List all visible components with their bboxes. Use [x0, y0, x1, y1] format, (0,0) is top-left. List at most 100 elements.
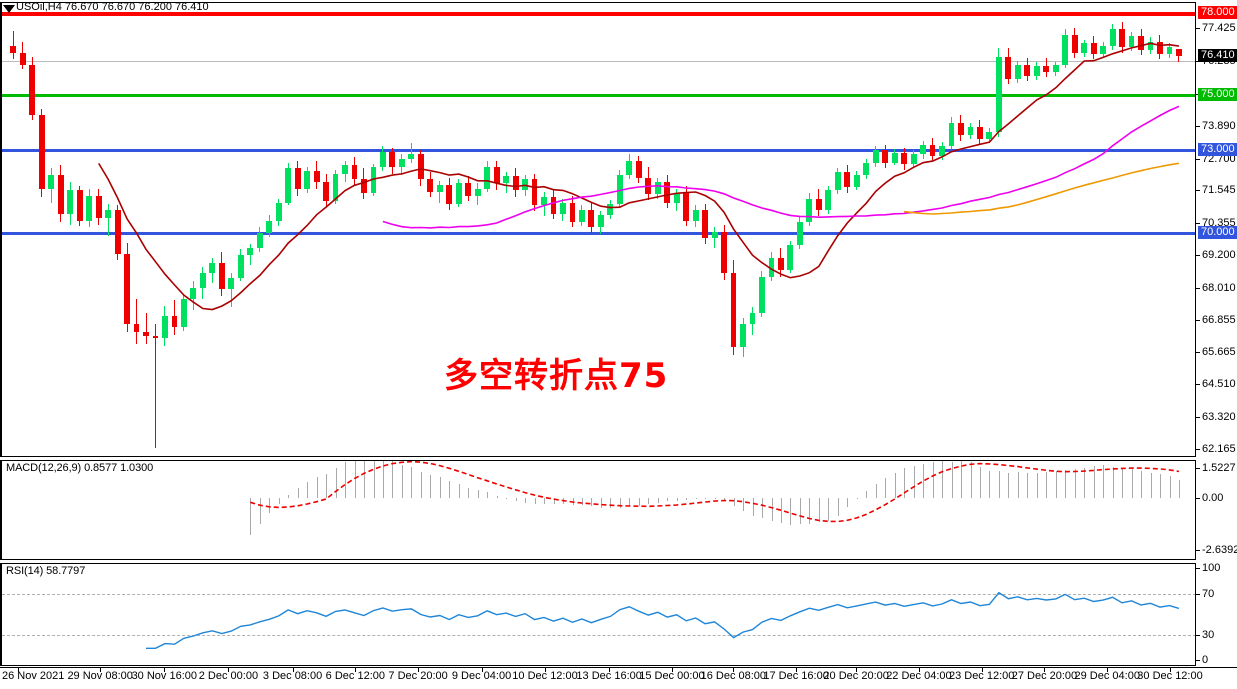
rsi-panel[interactable]: RSI(14) 58.7797 [0, 563, 1196, 666]
candle-body [427, 179, 434, 192]
candle-body [778, 257, 784, 271]
time-axis-tick: 3 Dec 08:00 [262, 670, 323, 682]
candle-body [531, 179, 538, 206]
macd-histogram-bar [487, 492, 489, 499]
candlestick [275, 198, 282, 227]
macd-histogram-bar [534, 498, 536, 504]
candle-body [76, 190, 83, 221]
candlestick [266, 215, 273, 238]
macd-histogram-bar [1084, 467, 1086, 499]
price-axis[interactable]: 77.42576.23575.04573.89072.70071.54570.3… [1196, 2, 1237, 457]
candle-body [721, 231, 728, 273]
candlestick [218, 252, 225, 297]
candle-body [740, 323, 746, 348]
candle-body [247, 248, 254, 255]
candle-wick [230, 272, 232, 308]
macd-histogram-bar [326, 473, 328, 499]
macd-histogram-bar [581, 498, 583, 506]
macd-histogram-bar [544, 498, 545, 504]
candlestick [228, 272, 235, 308]
candlestick [711, 227, 718, 249]
time-axis-tick: 22 Dec 04:00 [886, 670, 952, 682]
candle-body [550, 197, 557, 214]
time-axis-tickmark [918, 668, 920, 672]
candle-body [597, 215, 604, 228]
macd-histogram-bar [866, 490, 868, 499]
macd-histogram-bar [762, 498, 763, 519]
candle-body [986, 132, 993, 140]
price-badge-last-price[interactable]: 76.410 [1198, 49, 1237, 63]
macd-histogram-bar [477, 489, 479, 499]
candlestick [683, 186, 690, 227]
candlestick [759, 271, 765, 317]
price-badge-support-73[interactable]: 73.000 [1198, 143, 1237, 157]
macd-histogram-bar [695, 498, 697, 500]
candlestick [162, 305, 168, 346]
macd-histogram-bar [998, 471, 1000, 499]
candlestick [1043, 58, 1050, 78]
rsi-band-70 [2, 594, 1195, 596]
candle-body [853, 175, 860, 188]
candle-body [133, 323, 140, 333]
candle-body [408, 154, 415, 159]
candlestick [408, 143, 415, 163]
candle-body [635, 161, 642, 178]
macd-panel[interactable]: MACD(12,26,9) 0.8577 1.0300 [0, 460, 1196, 560]
macd-axis-tick: 1.5227 [1196, 462, 1236, 474]
candlestick [977, 120, 983, 145]
candlestick [597, 210, 604, 235]
candlestick [285, 162, 292, 206]
candle-body [285, 168, 292, 203]
time-axis[interactable]: 26 Nov 2021 29 Nov 08:00 30 Nov 16:00 2 Dec… [0, 667, 1237, 689]
candle-body [1090, 42, 1097, 54]
macd-histogram-bar [619, 498, 621, 509]
candle-body [237, 254, 244, 279]
candle-body [1119, 29, 1126, 48]
candlestick [503, 172, 510, 193]
macd-histogram-bar [496, 496, 498, 499]
macd-histogram-bar [724, 498, 726, 501]
time-axis-tick: 15 Dec 00:00 [639, 670, 705, 682]
price-badge-support-70[interactable]: 70.000 [1198, 225, 1237, 239]
candlestick [493, 161, 500, 191]
time-axis-tick: 17 Dec 16:00 [763, 670, 829, 682]
candlestick [465, 176, 472, 202]
time-axis-tick: 7 Dec 20:00 [388, 670, 448, 682]
price-axis-tick: 68.010 [1196, 282, 1236, 294]
macd-histogram-bar [335, 467, 337, 499]
rsi-band-30 [2, 634, 1195, 636]
macd-histogram-bar [771, 498, 773, 521]
macd-histogram-bar [885, 478, 887, 499]
candle-body [692, 209, 699, 221]
candle-body [143, 332, 149, 337]
candle-body [38, 114, 45, 189]
price-plot-area[interactable] [2, 3, 1195, 456]
candlestick [1005, 48, 1012, 85]
macd-plot-area[interactable] [2, 461, 1195, 559]
candlestick [76, 186, 83, 227]
candlestick [1071, 27, 1078, 59]
candlestick [768, 252, 775, 282]
candlestick [995, 48, 1002, 137]
candle-body [114, 209, 121, 254]
rsi-axis-tick: 100 [1196, 562, 1220, 574]
candle-body [1128, 36, 1135, 48]
macd-histogram-bar [458, 484, 460, 499]
time-axis-tickmark [292, 668, 294, 672]
candle-body [86, 195, 93, 221]
macd-axis[interactable]: 1.5227 0.00 -2.6392 [1196, 460, 1237, 560]
candlestick [143, 312, 149, 345]
candlestick [512, 168, 519, 198]
price-badge-resistance-78[interactable]: 78.000 [1198, 5, 1237, 19]
price-badge-pivot-75[interactable]: 75.000 [1198, 88, 1237, 102]
time-axis-tickmark [671, 668, 673, 672]
macd-axis-tick: 0.00 [1196, 492, 1223, 504]
price-chart-panel[interactable] [0, 2, 1196, 457]
rsi-plot-area[interactable] [2, 564, 1195, 665]
macd-label: MACD(12,26,9) 0.8577 1.0300 [6, 462, 154, 474]
candlestick [181, 293, 187, 331]
time-axis-tick: 26 Nov 2021 [2, 670, 65, 682]
rsi-axis[interactable]: 100 70 30 0 [1196, 562, 1237, 666]
candle-body [759, 276, 765, 313]
candle-body [1071, 34, 1078, 53]
